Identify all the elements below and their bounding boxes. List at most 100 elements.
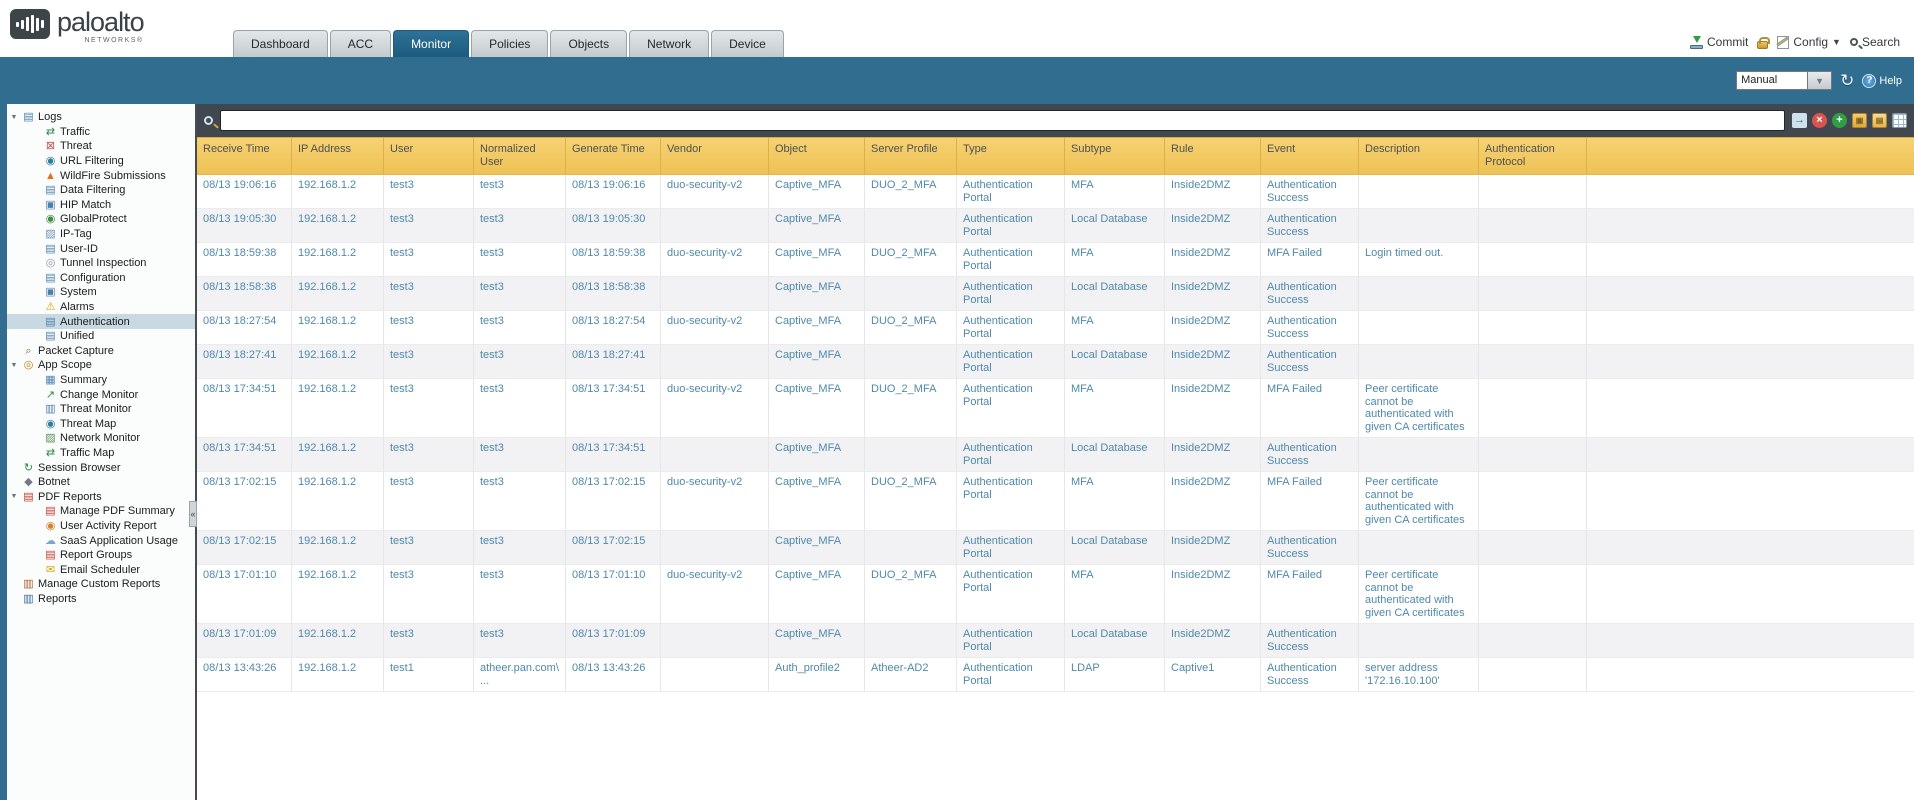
column-header-receive-time[interactable]: Receive Time [197, 138, 292, 174]
help-button[interactable]: ? Help [1862, 73, 1902, 88]
tab-device[interactable]: Device [711, 30, 784, 57]
sidebar-item-hip-match[interactable]: ▣ HIP Match [7, 198, 195, 213]
column-header-ip-address[interactable]: IP Address [292, 138, 384, 174]
add-filter-icon[interactable]: + [1832, 113, 1847, 128]
sidebar-item-tunnel-inspection[interactable]: ◎ Tunnel Inspection [7, 256, 195, 271]
sidebar-item-saas-application-usage[interactable]: ☁ SaaS Application Usage [7, 533, 195, 548]
sidebar-item-pdf-reports[interactable]: ▼ ▤ PDF Reports [7, 489, 195, 504]
commit-button[interactable]: Commit [1690, 35, 1748, 49]
sidebar-item-ip-tag[interactable]: ▨ IP-Tag [7, 227, 195, 242]
sidebar-item-user-id[interactable]: ▤ User-ID [7, 241, 195, 256]
tab-dashboard[interactable]: Dashboard [233, 30, 328, 57]
table-row[interactable]: 08/13 17:02:15 192.168.1.2 test3 test3 08/13… [197, 531, 1914, 565]
column-header-normalized-user[interactable]: Normalized User [474, 138, 566, 174]
sidebar-item-email-scheduler[interactable]: ✉ Email Scheduler [7, 562, 195, 577]
cell-rule: Inside2DMZ [1165, 438, 1261, 471]
tab-acc[interactable]: ACC [329, 30, 392, 57]
table-row[interactable]: 08/13 18:58:38 192.168.1.2 test3 test3 08/13… [197, 277, 1914, 311]
tab-policies[interactable]: Policies [471, 30, 549, 57]
export-icon[interactable] [1892, 113, 1907, 128]
sidebar-item-threat-monitor[interactable]: ▥ Threat Monitor [7, 402, 195, 417]
column-header-type[interactable]: Type [957, 138, 1065, 174]
column-header-server-profile[interactable]: Server Profile [865, 138, 957, 174]
apply-filter-icon[interactable]: → [1792, 113, 1807, 128]
cell-type: Authentication Portal [957, 472, 1065, 530]
sidebar-item-manage-custom-reports[interactable]: ▥ Manage Custom Reports [7, 577, 195, 592]
sidebar-item-alarms[interactable]: ⚠ Alarms [7, 300, 195, 315]
clear-filter-icon[interactable]: × [1812, 113, 1827, 128]
user-activity-report-icon: ◉ [45, 519, 56, 532]
sidebar-item-globalprotect[interactable]: ◉ GlobalProtect [7, 212, 195, 227]
cell-type: Authentication Portal [957, 438, 1065, 471]
table-row[interactable]: 08/13 17:01:10 192.168.1.2 test3 test3 08/13… [197, 565, 1914, 624]
cell-vendor: duo-security-v2 [661, 243, 769, 276]
column-header-event[interactable]: Event [1261, 138, 1359, 174]
cell-user: test3 [384, 438, 474, 471]
sidebar-item-session-browser[interactable]: ↻ Session Browser [7, 460, 195, 475]
threat-monitor-icon: ▥ [45, 403, 56, 416]
sidebar-collapse-handle[interactable]: « [189, 500, 197, 527]
search-button[interactable]: Search [1849, 35, 1900, 49]
sidebar-item-traffic-map[interactable]: ⇄ Traffic Map [7, 446, 195, 461]
sidebar-item-authentication[interactable]: ▤ Authentication [7, 314, 195, 329]
cell-authentication-protocol [1479, 472, 1587, 530]
sidebar-item-configuration[interactable]: ▤ Configuration [7, 271, 195, 286]
sidebar-item-system[interactable]: ▣ System [7, 285, 195, 300]
sidebar-item-data-filtering[interactable]: ▤ Data Filtering [7, 183, 195, 198]
expand-collapse-arrow[interactable]: ▼ [10, 113, 18, 121]
cell-vendor [661, 345, 769, 378]
config-button[interactable]: Config ▼ [1777, 35, 1841, 49]
tab-objects[interactable]: Objects [550, 30, 628, 57]
app-scope-icon: ◎ [23, 359, 34, 372]
system-log-icon: ▣ [45, 286, 56, 299]
column-header-object[interactable]: Object [769, 138, 865, 174]
sidebar-item-wildfire-submissions[interactable]: ▲ WildFire Submissions [7, 168, 195, 183]
sidebar-item-logs[interactable]: ▼ ▤ Logs [7, 110, 195, 125]
sidebar-item-summary[interactable]: ▦ Summary [7, 373, 195, 388]
tab-monitor[interactable]: Monitor [393, 30, 470, 57]
sidebar-item-threat-map[interactable]: ◉ Threat Map [7, 416, 195, 431]
save-filter-icon[interactable]: ▣ [1852, 113, 1867, 128]
sidebar-item-label: Summary [60, 373, 108, 386]
table-row[interactable]: 08/13 19:06:16 192.168.1.2 test3 test3 08/13… [197, 175, 1914, 209]
sidebar-item-network-monitor[interactable]: ▨ Network Monitor [7, 431, 195, 446]
column-header-description[interactable]: Description [1359, 138, 1479, 174]
table-row[interactable]: 08/13 13:43:26 192.168.1.2 test1 atheer.pan… [197, 658, 1914, 692]
table-row[interactable]: 08/13 17:34:51 192.168.1.2 test3 test3 08/13… [197, 438, 1914, 472]
lock-button[interactable] [1757, 36, 1771, 49]
table-row[interactable]: 08/13 18:27:54 192.168.1.2 test3 test3 08/13… [197, 311, 1914, 345]
expand-collapse-arrow[interactable]: ▼ [10, 493, 18, 501]
log-filter-bar: → × + ▣ ▤ [197, 104, 1914, 137]
tab-network[interactable]: Network [629, 30, 710, 57]
table-row[interactable]: 08/13 18:27:41 192.168.1.2 test3 test3 08/13… [197, 345, 1914, 379]
table-row[interactable]: 08/13 18:59:38 192.168.1.2 test3 test3 08/13… [197, 243, 1914, 277]
sidebar-item-url-filtering[interactable]: ◉ URL Filtering [7, 154, 195, 169]
table-row[interactable]: 08/13 17:34:51 192.168.1.2 test3 test3 08/13… [197, 379, 1914, 438]
sidebar-item-manage-pdf-summary[interactable]: ▤ Manage PDF Summary [7, 504, 195, 519]
log-filter-input[interactable] [220, 110, 1785, 131]
sidebar-item-user-activity-report[interactable]: ◉ User Activity Report [7, 519, 195, 534]
sidebar-item-unified[interactable]: ▤ Unified [7, 329, 195, 344]
column-header-vendor[interactable]: Vendor [661, 138, 769, 174]
sidebar-item-threat[interactable]: ⊠ Threat [7, 139, 195, 154]
sidebar-item-traffic[interactable]: ⇄ Traffic [7, 125, 195, 140]
sidebar-item-reports[interactable]: ▥ Reports [7, 592, 195, 607]
table-row[interactable]: 08/13 19:05:30 192.168.1.2 test3 test3 08/13… [197, 209, 1914, 243]
load-filter-icon[interactable]: ▤ [1872, 113, 1887, 128]
column-header-user[interactable]: User [384, 138, 474, 174]
expand-collapse-arrow[interactable]: ▼ [10, 361, 18, 369]
select-dropdown-button[interactable]: ▼ [1808, 71, 1833, 90]
sidebar-item-packet-capture[interactable]: ⌕ Packet Capture [7, 344, 195, 359]
sidebar-item-app-scope[interactable]: ▼ ◎ App Scope [7, 358, 195, 373]
column-header-authentication-protocol[interactable]: Authentication Protocol [1479, 138, 1587, 174]
refresh-mode-select[interactable]: Manual ▼ [1736, 71, 1833, 90]
column-header-rule[interactable]: Rule [1165, 138, 1261, 174]
sidebar-item-report-groups[interactable]: ▤ Report Groups [7, 548, 195, 563]
table-row[interactable]: 08/13 17:01:09 192.168.1.2 test3 test3 08/13… [197, 624, 1914, 658]
column-header-subtype[interactable]: Subtype [1065, 138, 1165, 174]
sidebar-item-change-monitor[interactable]: ↗ Change Monitor [7, 387, 195, 402]
table-row[interactable]: 08/13 17:02:15 192.168.1.2 test3 test3 08/13… [197, 472, 1914, 531]
column-header-generate-time[interactable]: Generate Time [566, 138, 661, 174]
refresh-button[interactable]: ↻ [1840, 72, 1854, 89]
sidebar-item-botnet[interactable]: ◆ Botnet [7, 475, 195, 490]
